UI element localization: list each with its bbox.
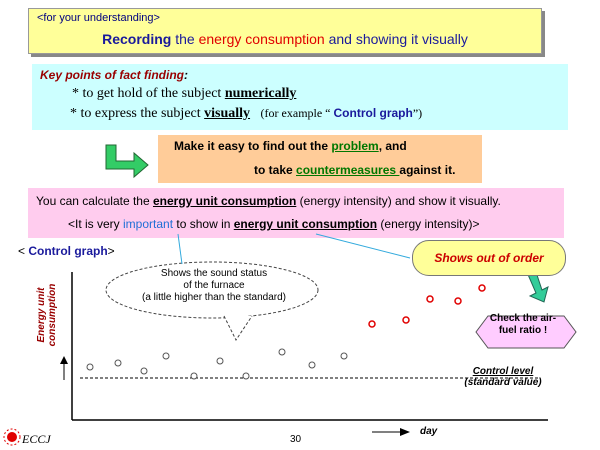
sound-status-callout-tail [223, 315, 253, 341]
control-level-line1: Control level [472, 366, 534, 377]
x-axis-label: day [420, 426, 438, 437]
calc2-emph: energy unit consumption [233, 217, 378, 231]
callout-line1: Shows the sound status [160, 268, 268, 279]
make1-prefix: Make it easy to find out the [174, 139, 332, 153]
title-energy-consumption: energy consumption [198, 31, 325, 47]
make2-countermeasures: countermeasures [296, 163, 400, 177]
title-box: <for your understanding> Recording the e… [28, 8, 542, 54]
make1-problem: problem [331, 139, 379, 153]
point-normal [162, 352, 170, 360]
green-arrow-icon [105, 144, 149, 179]
cg-prefix: < [18, 244, 29, 258]
y-axis-label: Energy unit consumption [36, 270, 58, 360]
ylabel-line1: Energy unit [36, 287, 47, 343]
key-points-colon: : [184, 68, 188, 82]
check-air-fuel-ratio: Check the air- fuel ratio ! [478, 313, 568, 337]
kp1-prefix: * to get hold of the subject [72, 86, 225, 101]
point-normal [340, 352, 348, 360]
key-points-heading: Key points of fact finding: [40, 68, 188, 82]
point-abnormal [402, 316, 410, 324]
point-normal [216, 357, 224, 365]
calc2-prefix: <It is very [68, 217, 124, 231]
title-rest: and showing it visually [324, 31, 468, 47]
point-normal [242, 372, 250, 380]
kp2-example-prefix: (for example “ [260, 106, 334, 120]
kp2-example-emph: Control graph [333, 106, 413, 120]
check-line2: fuel ratio ! [498, 325, 548, 336]
cg-suffix: > [107, 244, 115, 258]
point-normal [140, 367, 148, 375]
eccj-logo-icon [3, 428, 21, 446]
callout-line3: (a little higher than the standard) [142, 292, 286, 303]
calc2-important: important [123, 217, 174, 231]
point-normal [114, 359, 122, 367]
point-abnormal [368, 320, 376, 328]
key-points-box: Key points of fact finding: * to get hol… [32, 64, 568, 130]
point-normal [86, 363, 94, 371]
key-point-visually: * to express the subject visually (for e… [70, 106, 422, 122]
eccj-logo-text: ECCJ [22, 432, 51, 446]
ylabel-line2: consumption [47, 283, 58, 347]
calc-line2: <It is very important to show in energy … [68, 217, 479, 231]
point-normal [190, 372, 198, 380]
page-number: 30 [290, 434, 302, 445]
control-graph-label: < Control graph> [18, 244, 115, 258]
cg-text: Control graph [28, 244, 108, 258]
calc1-prefix: You can calculate the [36, 194, 153, 208]
y-arrow-head [60, 356, 68, 364]
control-level-label: Control level (standard value) [448, 366, 558, 388]
title-main: Recording the energy consumption and sho… [29, 31, 541, 47]
calc1-emph: energy unit consumption [152, 194, 297, 208]
key-points-heading-text: Key points of fact finding [40, 68, 184, 82]
calculate-box: You can calculate the energy unit consum… [28, 188, 564, 238]
check-line1: Check the air- [489, 313, 557, 324]
title-recording: Recording [102, 31, 172, 47]
sound-status-callout: Shows the sound status of the furnace (a… [114, 268, 314, 304]
abnormal-points [368, 284, 486, 328]
control-level-line2: (standard value) [464, 377, 542, 388]
normal-points [86, 348, 348, 380]
point-normal [308, 361, 316, 369]
title-small: <for your understanding> [37, 12, 160, 24]
check-hexagon [475, 315, 577, 349]
make2-suffix: against it. [399, 163, 456, 177]
point-abnormal [454, 297, 462, 305]
kp2-example-suffix: ”) [412, 106, 423, 120]
important-connector-1 [177, 233, 183, 265]
kp2-emph: visually [204, 106, 251, 121]
kp2-prefix: * to express the subject [70, 106, 205, 121]
out-of-order-callout: Shows out of order [412, 240, 566, 276]
make-line2: to take countermeasures against it. [254, 163, 455, 177]
make1-suffix: , and [378, 139, 407, 153]
calc-line1: You can calculate the energy unit consum… [36, 194, 501, 208]
kp1-emph: numerically [224, 86, 297, 101]
important-connector-2 [315, 233, 411, 259]
point-abnormal [478, 284, 486, 292]
calc2-mid: to show in [173, 217, 234, 231]
calc1-suffix: (energy intensity) and show it visually. [296, 194, 501, 208]
make-line1: Make it easy to find out the problem, an… [174, 139, 407, 153]
point-abnormal [426, 295, 434, 303]
day-arrow-head [400, 428, 410, 436]
callout-line2: of the furnace [183, 280, 245, 291]
title-the: the [171, 31, 199, 47]
point-normal [278, 348, 286, 356]
make-it-easy-box: Make it easy to find out the problem, an… [158, 135, 482, 183]
make2-prefix: to take [254, 163, 297, 177]
sound-status-callout-shape [105, 261, 319, 319]
key-point-numerically: * to get hold of the subject numerically [72, 86, 296, 102]
calc2-suffix: (energy intensity)> [377, 217, 480, 231]
